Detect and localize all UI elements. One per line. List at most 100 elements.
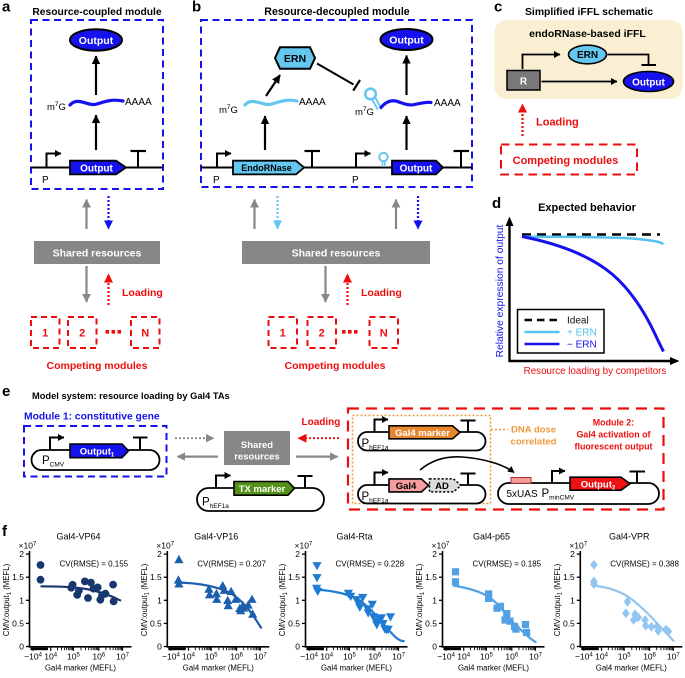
svg-text:×107: ×107 bbox=[19, 541, 37, 551]
svg-text:CMV:output1 (MEFL): CMV:output1 (MEFL) bbox=[415, 563, 426, 636]
svg-text:1: 1 bbox=[295, 595, 300, 605]
svg-text:1.5: 1.5 bbox=[425, 572, 437, 582]
svg-text:0.5: 0.5 bbox=[563, 618, 575, 628]
svg-text:N: N bbox=[380, 328, 388, 340]
svg-text:104: 104 bbox=[44, 652, 57, 662]
svg-text:CMV:output1 (MEFL): CMV:output1 (MEFL) bbox=[553, 563, 564, 636]
svg-text:Gal4 marker (MEFL): Gal4 marker (MEFL) bbox=[45, 664, 116, 673]
svg-text:1: 1 bbox=[280, 328, 286, 340]
svg-text:Resource-decoupled module: Resource-decoupled module bbox=[264, 6, 410, 18]
svg-text:Output: Output bbox=[400, 163, 433, 174]
svg-text:Shared resources: Shared resources bbox=[292, 248, 381, 260]
svg-text:0.5: 0.5 bbox=[12, 618, 24, 628]
svg-text:CV(RMSE) = 0.155: CV(RMSE) = 0.155 bbox=[59, 560, 128, 569]
svg-text:Output1: Output1 bbox=[80, 447, 115, 459]
svg-text:Gal4 marker (MEFL): Gal4 marker (MEFL) bbox=[321, 664, 392, 673]
svg-text:×107: ×107 bbox=[156, 541, 174, 551]
svg-text:×107: ×107 bbox=[432, 541, 450, 551]
svg-text:1.5: 1.5 bbox=[12, 572, 24, 582]
svg-text:AAAA: AAAA bbox=[434, 98, 461, 109]
svg-text:P: P bbox=[42, 175, 49, 186]
svg-text:×107: ×107 bbox=[295, 541, 313, 551]
svg-text:1: 1 bbox=[157, 595, 162, 605]
svg-text:0: 0 bbox=[570, 642, 575, 652]
svg-text:Gal4-p65: Gal4-p65 bbox=[473, 532, 510, 542]
svg-text:−104: −104 bbox=[575, 652, 593, 662]
svg-text:Module 1: constitutive gene: Module 1: constitutive gene bbox=[24, 412, 160, 423]
svg-text:107: 107 bbox=[254, 652, 267, 662]
svg-text:105: 105 bbox=[480, 652, 493, 662]
svg-text:107: 107 bbox=[529, 652, 542, 662]
svg-text:107: 107 bbox=[116, 652, 129, 662]
svg-text:Output: Output bbox=[80, 163, 113, 174]
svg-text:Loading: Loading bbox=[536, 117, 579, 129]
svg-text:N: N bbox=[141, 328, 149, 340]
svg-text:105: 105 bbox=[67, 652, 80, 662]
svg-text:2: 2 bbox=[432, 549, 437, 559]
svg-text:f: f bbox=[2, 523, 8, 540]
svg-text:1.5: 1.5 bbox=[563, 572, 575, 582]
svg-text:m7G: m7G bbox=[355, 106, 374, 118]
svg-text:1.5: 1.5 bbox=[288, 572, 300, 582]
svg-text:Gal4-VP64: Gal4-VP64 bbox=[56, 532, 100, 542]
svg-text:− ERN: − ERN bbox=[567, 340, 597, 351]
svg-text:0.5: 0.5 bbox=[425, 618, 437, 628]
svg-text:Expected behavior: Expected behavior bbox=[538, 202, 637, 214]
svg-text:2: 2 bbox=[319, 328, 325, 340]
svg-text:AAAA: AAAA bbox=[299, 97, 326, 108]
svg-text:1.5: 1.5 bbox=[150, 572, 162, 582]
svg-text:Shared resources: Shared resources bbox=[53, 248, 142, 260]
svg-text:Gal4-VP16: Gal4-VP16 bbox=[194, 532, 238, 542]
svg-text:a: a bbox=[2, 0, 11, 16]
svg-text:Competing modules: Competing modules bbox=[47, 360, 148, 372]
svg-text:Competing modules: Competing modules bbox=[285, 360, 386, 372]
svg-text:Module 2:: Module 2: bbox=[593, 418, 634, 428]
svg-text:Loading: Loading bbox=[122, 287, 163, 299]
svg-text:106: 106 bbox=[368, 652, 381, 662]
svg-text:CMV:output1 (MEFL): CMV:output1 (MEFL) bbox=[2, 563, 13, 636]
svg-text:m7G: m7G bbox=[47, 101, 66, 113]
svg-text:Output2: Output2 bbox=[581, 480, 616, 492]
svg-text:Simplified iFFL schematic: Simplified iFFL schematic bbox=[525, 7, 653, 18]
svg-text:e: e bbox=[2, 383, 10, 400]
svg-text:c: c bbox=[494, 0, 502, 16]
svg-text:2: 2 bbox=[79, 328, 85, 340]
svg-text:CV(RMSE) = 0.228: CV(RMSE) = 0.228 bbox=[335, 560, 404, 569]
svg-text:DNA dose: DNA dose bbox=[511, 425, 556, 436]
svg-text:Gal4 marker (MEFL): Gal4 marker (MEFL) bbox=[596, 664, 667, 673]
svg-text:Gal4-Rta: Gal4-Rta bbox=[336, 532, 372, 542]
svg-text:endoRNase-based iFFL: endoRNase-based iFFL bbox=[529, 28, 646, 40]
svg-text:ERN: ERN bbox=[577, 50, 598, 61]
svg-text:ERN: ERN bbox=[284, 53, 306, 65]
svg-text:0: 0 bbox=[295, 642, 300, 652]
svg-text:fluorescent output: fluorescent output bbox=[575, 442, 653, 452]
svg-text:Output: Output bbox=[79, 35, 114, 47]
svg-text:Ideal: Ideal bbox=[567, 316, 589, 327]
svg-text:0.5: 0.5 bbox=[288, 618, 300, 628]
svg-text:106: 106 bbox=[230, 652, 243, 662]
svg-text:Loading: Loading bbox=[361, 287, 402, 299]
svg-text:105: 105 bbox=[343, 652, 356, 662]
svg-text:2: 2 bbox=[19, 549, 24, 559]
svg-text:Gal4: Gal4 bbox=[396, 481, 417, 492]
svg-text:1: 1 bbox=[570, 595, 575, 605]
svg-text:m7G: m7G bbox=[219, 104, 238, 116]
svg-text:P: P bbox=[213, 175, 220, 186]
svg-text:TX marker: TX marker bbox=[239, 484, 286, 495]
svg-text:CMV:output1 (MEFL): CMV:output1 (MEFL) bbox=[140, 563, 151, 636]
svg-text:0: 0 bbox=[19, 642, 24, 652]
svg-text:104: 104 bbox=[320, 652, 333, 662]
svg-text:CV(RMSE) = 0.185: CV(RMSE) = 0.185 bbox=[472, 560, 541, 569]
svg-text:EndoRNase: EndoRNase bbox=[241, 163, 292, 173]
svg-text:Gal4-VPR: Gal4-VPR bbox=[609, 532, 650, 542]
svg-text:−104: −104 bbox=[300, 652, 318, 662]
svg-text:104: 104 bbox=[595, 652, 608, 662]
svg-text:5xUAS: 5xUAS bbox=[507, 489, 538, 500]
svg-text:P: P bbox=[352, 175, 359, 186]
svg-text:Gal4 marker (MEFL): Gal4 marker (MEFL) bbox=[183, 664, 254, 673]
svg-text:Shared: Shared bbox=[241, 440, 273, 451]
svg-text:b: b bbox=[192, 0, 201, 16]
svg-text:Resource-coupled module: Resource-coupled module bbox=[32, 7, 162, 18]
svg-text:Model system: resource loading: Model system: resource loading by Gal4 T… bbox=[32, 391, 230, 401]
svg-text:−104: −104 bbox=[162, 652, 180, 662]
